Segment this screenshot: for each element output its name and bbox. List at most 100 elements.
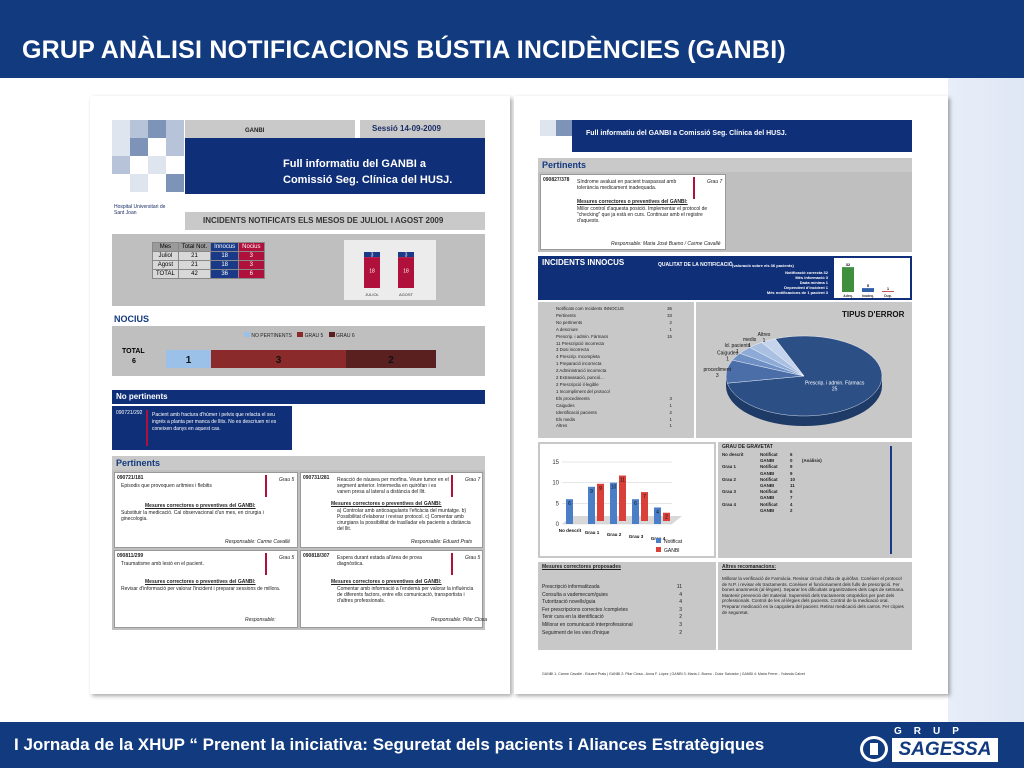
deco-square	[112, 138, 130, 156]
legend-swatch	[656, 538, 661, 543]
innocus-title: INCIDENTS INNOCUS	[542, 258, 625, 267]
mesura-label: Millorar en comunicació interprofessiona…	[542, 621, 633, 628]
right-title: Full informatiu del GANBI a Comissió Seg…	[586, 130, 787, 137]
th-total: Total Not.	[177, 242, 212, 252]
deco-square	[148, 120, 166, 138]
grau-cell: 6	[790, 452, 793, 457]
stacked-segment	[211, 350, 346, 368]
qualitat-bar	[842, 267, 854, 292]
mesura-value: 3	[679, 606, 682, 613]
grau-cell: GANBI	[760, 483, 775, 489]
legend-label: Notificat	[664, 539, 683, 545]
severity-bar-value: 9	[590, 489, 593, 495]
innocus-row: Identificació pacients 2	[542, 410, 692, 417]
innocus-banner: INCIDENTS INNOCUS QUALITAT DE LA NOTIFIC…	[538, 256, 912, 300]
nocius-panel: NO PERTINENTS GRAU 5 GRAU 6 TOTAL 6 1 3 2	[112, 326, 485, 376]
innocus-row: No pertinents 2	[542, 320, 692, 327]
ganbi-tag-bar: GANBI	[185, 120, 355, 138]
grau-row: GANBI 2	[722, 508, 862, 514]
incidents-title-bar: INCIDENTS NOTIFICATS ELS MESOS DE JULIOL…	[185, 212, 485, 230]
legend-swatch	[244, 332, 250, 337]
mesura-row: Prescripció informatitzada 11	[542, 584, 710, 592]
right-pertinents-panel: 090827/378 Grau 7 Síndrome avaluat en pa…	[538, 172, 912, 252]
accent-line	[146, 410, 148, 446]
innocus-value: 1	[669, 402, 672, 408]
card-grau: Grau 7	[707, 179, 723, 185]
deco-square	[166, 120, 184, 138]
innocus-row: Pertinents 33	[542, 313, 692, 320]
grau-cell: Notificat	[760, 501, 778, 507]
incident-card: 090731/281 Grau 7 Reacció de nàusea per …	[300, 472, 483, 548]
card-measures: Millor control d'aquesta posició. Implem…	[577, 206, 708, 224]
innocus-label: Caigudes	[556, 402, 575, 408]
nocius-title: NOCIUS	[114, 314, 150, 324]
innocus-label: 3 Dosi incorrecta	[556, 347, 589, 353]
deco-square	[130, 138, 148, 156]
footer-text: I Jornada de la XHUP “ Prenent la inicia…	[14, 735, 765, 754]
deco-square	[112, 156, 130, 174]
grau-title: GRAU DE GRAVETAT	[722, 444, 773, 450]
grau-cell: (Anàlisis)	[802, 458, 822, 464]
grau-row: Grau 3 Notificat 6	[722, 489, 862, 495]
innocus-row: Notificats com Incidents INNOCUS 36	[542, 306, 692, 313]
innocus-row: 1 Incompliment del protocol	[542, 389, 692, 396]
cell: 3	[238, 251, 265, 261]
innocus-label: Els medis	[556, 416, 576, 422]
card-measures: Revisar d'informació per valorar l'incid…	[121, 586, 281, 592]
mesura-label: Consulta a vademecum/guies	[542, 591, 608, 598]
card-code: 090811/299	[117, 553, 144, 559]
bar-nocius	[364, 252, 380, 258]
mesura-value: 4	[679, 591, 682, 598]
pie-slice-label: Prescrip. i admin. Fàrmacs	[805, 381, 865, 387]
card-responsible: Responsable:	[245, 617, 276, 623]
segment-label: 3	[276, 355, 282, 366]
severity-bar-value: 6	[568, 501, 571, 507]
category-label: Grau 2	[607, 532, 622, 537]
qualitat-value: 1	[887, 286, 890, 291]
side-decoration	[948, 78, 1024, 722]
innocus-label: 2 Prescripció il·legible	[556, 381, 599, 387]
footer-bar: I Jornada de la XHUP “ Prenent la inicia…	[0, 722, 1024, 768]
grau-cell: 4	[790, 501, 793, 507]
card-measures-title: Mesures correctores o preventives del GA…	[331, 579, 442, 585]
grau-list: No descrit Notificat 6 GANBI 0 (Anàlisis) Grau…	[722, 452, 862, 514]
category-label: No descrit	[559, 528, 582, 533]
innocus-row: Els medis 1	[542, 417, 692, 424]
deco-square	[556, 120, 572, 136]
innocus-row: Caigudes 1	[542, 403, 692, 410]
no-pertinents-box: 090721/292 Pacient amb fractura d'húmer …	[112, 406, 292, 450]
qualitat-axis-label: Dup.	[884, 294, 892, 298]
cell: 18	[210, 260, 240, 270]
y-tick-label: 10	[552, 481, 559, 487]
mesura-row: Millorar en comunicació interprofessiona…	[542, 622, 710, 630]
bar-value-label: 3	[405, 253, 408, 259]
legend-item: GRAU 6	[336, 333, 355, 339]
altres-panel: Altres recomanacions: Millorar la verifi…	[718, 562, 912, 650]
grau-cell: Notificat	[760, 464, 778, 470]
card-text: Episodis que provoquen arítmies i flebit…	[121, 483, 212, 489]
chart-bg	[344, 240, 436, 300]
severity-bar	[632, 499, 639, 524]
mesures-title: Mesures correctores proposades	[542, 564, 621, 570]
cell: 21	[177, 251, 212, 261]
grau-cell: Grau 2	[722, 476, 736, 482]
no-pertinents-title: No pertinents	[116, 392, 168, 401]
no-pertinents-bar: No pertinents	[112, 390, 485, 404]
card-responsible: Responsable: Maria José Bueno / Carme Ca…	[611, 241, 721, 247]
grau-row: Grau 2 Notificat 10	[722, 477, 862, 483]
left-poster: GANBI Sessió 14-09-2009 Full informatiu …	[90, 96, 510, 694]
deco-square	[166, 138, 184, 156]
innocus-label: 11 Prescripció incorrecta	[556, 340, 604, 346]
pie-panel: TIPUS D'ERROR Prescrip. i admin. Fàrmacs…	[696, 302, 912, 438]
innocus-value: 33	[667, 312, 672, 318]
grau-row: GANBI 7	[722, 495, 862, 501]
right-poster: Full informatiu del GANBI a Comissió Seg…	[514, 96, 948, 694]
grau-cell: 9	[790, 464, 793, 470]
innocus-label: A descriure	[556, 326, 578, 332]
grau-cell: GANBI	[760, 495, 775, 501]
severity-bar-value: 4	[656, 509, 659, 515]
bar-value-label: 18	[369, 269, 375, 275]
pie-slice-value: 1	[748, 343, 751, 349]
total-label: TOTAL	[122, 348, 145, 355]
mesura-label: Tenir cura en la identificació	[542, 614, 604, 621]
